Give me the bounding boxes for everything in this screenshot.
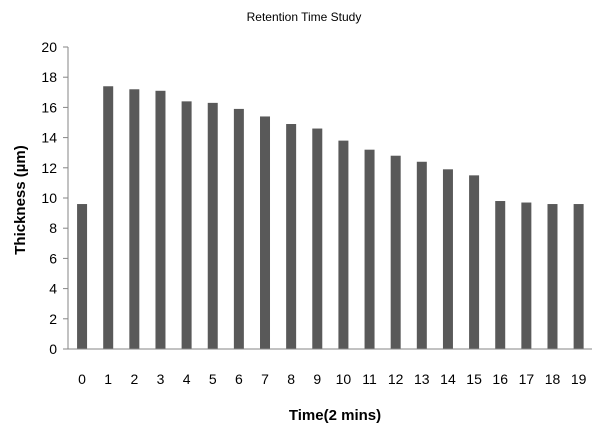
bar — [495, 201, 506, 349]
x-tick-label: 3 — [157, 371, 165, 387]
bar — [129, 89, 140, 349]
bar — [416, 161, 427, 349]
y-tick-label: 16 — [41, 99, 57, 115]
bar — [442, 169, 453, 349]
bar — [155, 90, 166, 349]
bar — [233, 108, 244, 349]
x-tick-label: 1 — [104, 371, 112, 387]
bar — [547, 204, 558, 349]
bar — [469, 175, 480, 349]
x-tick-label: 10 — [336, 371, 352, 387]
x-axis-label: Time(2 mins) — [289, 407, 381, 424]
x-tick-label: 7 — [261, 371, 269, 387]
x-tick-label: 2 — [130, 371, 138, 387]
x-tick-label: 6 — [235, 371, 243, 387]
y-axis-label: Thickness (µm) — [12, 145, 29, 255]
y-tick-label: 14 — [41, 130, 57, 146]
bar — [364, 149, 375, 349]
y-tick-label: 8 — [49, 220, 57, 236]
y-tick-label: 0 — [49, 341, 57, 357]
bar — [573, 204, 584, 349]
y-tick-label: 4 — [49, 281, 57, 297]
x-tick-label: 16 — [492, 371, 508, 387]
x-tick-label: 19 — [571, 371, 587, 387]
bar — [521, 202, 532, 349]
x-tick-label: 8 — [287, 371, 295, 387]
bar — [390, 155, 401, 349]
x-tick-label: 15 — [466, 371, 482, 387]
bar — [207, 102, 218, 350]
y-tick-label: 2 — [49, 311, 57, 327]
y-tick-label: 18 — [41, 69, 57, 85]
bars — [77, 86, 584, 350]
x-tick-label: 0 — [78, 371, 86, 387]
x-tick-label: 9 — [313, 371, 321, 387]
x-tick-label: 17 — [519, 371, 535, 387]
x-tick-label: 4 — [183, 371, 191, 387]
chart-title: Retention Time Study — [247, 10, 362, 24]
y-tick-label: 6 — [49, 250, 57, 266]
bar — [286, 124, 297, 349]
y-axis-ticks: 0 2 4 6 8 10 12 14 16 18 20 — [41, 39, 68, 357]
bar — [181, 101, 192, 349]
x-tick-label: 18 — [545, 371, 561, 387]
y-tick-label: 12 — [41, 160, 57, 176]
x-axis-ticks: 0 1 2 3 4 5 6 7 8 9 10 11 12 13 14 15 16 17 18 19 — [78, 371, 586, 387]
x-tick-label: 14 — [440, 371, 456, 387]
bar — [338, 140, 349, 349]
bar — [103, 86, 114, 349]
x-tick-label: 5 — [209, 371, 217, 387]
x-tick-label: 11 — [362, 371, 377, 387]
bar — [77, 204, 88, 349]
y-tick-label: 10 — [41, 190, 57, 206]
bar — [260, 116, 271, 350]
axes — [67, 47, 592, 350]
bar — [312, 128, 323, 349]
x-tick-label: 12 — [388, 371, 404, 387]
x-tick-label: 13 — [414, 371, 430, 387]
y-tick-label: 20 — [41, 39, 57, 55]
